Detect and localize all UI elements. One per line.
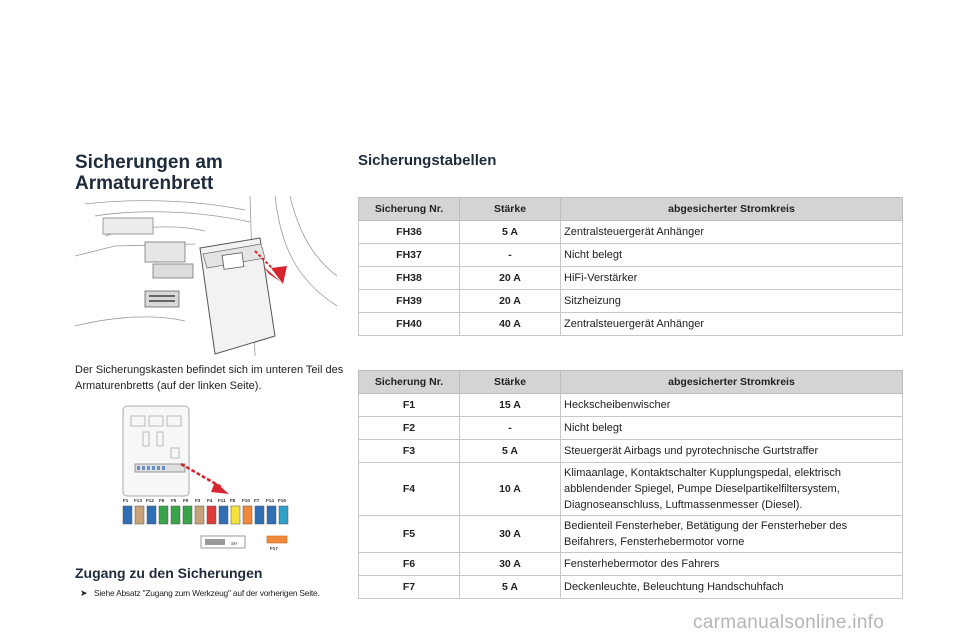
fuse-strip-label-F13: F13	[134, 498, 142, 503]
fuse-strip-label-F9: F9	[183, 498, 189, 503]
fuse-amperage: 15 A	[459, 393, 561, 417]
fuse-number: F5	[358, 515, 460, 553]
fuse-strip-label-F8: F8	[230, 498, 236, 503]
fuse-amperage: 30 A	[459, 552, 561, 576]
fuse-circuit: Zentralsteuergerät Anhänger	[560, 220, 903, 244]
fuse-circuit: Heckscheibenwischer	[560, 393, 903, 417]
fuse-amperage: 20 A	[459, 266, 561, 290]
fuse-number: F4	[358, 462, 460, 516]
table-row: FH40 40 A Zentralsteuergerät Anhänger	[358, 312, 903, 336]
fuse-F3	[194, 505, 205, 525]
table-header-row: Sicherung Nr. Stärke abgesicherter Strom…	[358, 370, 903, 394]
fuse-row	[122, 505, 289, 525]
fuse-strip-label-F16: F16	[278, 498, 286, 503]
fuse-number: FH39	[358, 289, 460, 313]
access-note-text: Siehe Absatz "Zugang zum Werkzeug" auf d…	[94, 588, 320, 598]
fuse-number: FH40	[358, 312, 460, 336]
dashboard-illustration	[75, 196, 337, 356]
fuse-F10	[242, 505, 253, 525]
access-title: Zugang zu den Sicherungen	[75, 565, 263, 581]
fuse-strip-label-F5: F5	[171, 498, 177, 503]
fuse-circuit: Steuergerät Airbags und pyrotechnische G…	[560, 439, 903, 463]
fuse-circuit: Nicht belegt	[560, 416, 903, 440]
watermark: carmanualsonline.info	[693, 612, 885, 633]
fuse-F16	[278, 505, 289, 525]
fuse-box-location-text: Der Sicherungskasten befindet sich im un…	[75, 364, 344, 392]
fuse-strip-label-F4: F4	[207, 498, 213, 503]
fuse-number: FH38	[358, 266, 460, 290]
fuse-number: FH36	[358, 220, 460, 244]
tables-title: Sicherungstabellen	[358, 152, 497, 169]
table-row: F2- Nicht belegt	[358, 416, 903, 440]
fuse-number: FH37	[358, 243, 460, 267]
fuse-F13	[134, 505, 145, 525]
table-header-row: Sicherung Nr. Stärke abgesicherter Strom…	[358, 197, 903, 221]
fuse-number: F6	[358, 552, 460, 576]
fuse-amperage: 10 A	[459, 462, 561, 516]
fuse-amperage: 5 A	[459, 575, 561, 599]
fuse-circuit: HiFi-Verstärker	[560, 266, 903, 290]
fuse-circuit: Bedienteil Fensterheber, Betätigung der …	[560, 515, 903, 553]
table-row: F7 5 A Deckenleuchte, Beleuchtung Handschu…	[358, 575, 903, 599]
fuse-F4	[206, 505, 217, 525]
fuse-F11	[218, 505, 229, 525]
f17-label: F17	[270, 546, 278, 551]
header-circuit: abgesicherter Stromkreis	[560, 197, 903, 221]
fuse-number: F2	[358, 416, 460, 440]
access-note: ➤ Siehe Absatz "Zugang zum Werkzeug" auf …	[80, 588, 350, 599]
arrow-right-icon: ➤	[80, 588, 88, 598]
table-row: F1 15 A Heckscheibenwischer	[358, 393, 903, 417]
fuse-F6	[158, 505, 169, 525]
fuse-amperage: -	[459, 416, 561, 440]
fuse-amperage: 20 A	[459, 289, 561, 313]
fuse-F7	[254, 505, 265, 525]
fuse-amperage: 30 A	[459, 515, 561, 553]
fuse-circuit: Sitzheizung	[560, 289, 903, 313]
fuse-amperage: 5 A	[459, 220, 561, 244]
header-amperage: Stärke	[459, 370, 561, 394]
fuse-strip-label-F1: F1	[123, 498, 129, 503]
sh-label: SH	[231, 541, 237, 546]
table-row: F6 30 A Fensterhebermotor des Fahrers	[358, 552, 903, 576]
table-row: FH38 20 A HiFi-Verstärker	[358, 266, 903, 290]
fuse-strip-label-F11: F11	[218, 498, 226, 503]
fuse-number: F7	[358, 575, 460, 599]
table-row: FH37- Nicht belegt	[358, 243, 903, 267]
fuse-number: F1	[358, 393, 460, 417]
page-title: Sicherungen am Armaturenbrett	[75, 152, 223, 194]
fuse-F8	[230, 505, 241, 525]
fuse-number: F3	[358, 439, 460, 463]
fuse-strip-label-F14: F14	[266, 498, 274, 503]
fuse-circuit: Deckenleuchte, Beleuchtung Handschuhfach	[560, 575, 903, 599]
header-amperage: Stärke	[459, 197, 561, 221]
fuse-F1	[122, 505, 133, 525]
fuse-circuit: Zentralsteuergerät Anhänger	[560, 312, 903, 336]
header-circuit: abgesicherter Stromkreis	[560, 370, 903, 394]
fuse-strip-label-F3: F3	[195, 498, 201, 503]
fuse-circuit: Fensterhebermotor des Fahrers	[560, 552, 903, 576]
fuse-strip-label-F7: F7	[254, 498, 260, 503]
fuse-amperage: 5 A	[459, 439, 561, 463]
fuse-table-f: Sicherung Nr. Stärke abgesicherter Strom…	[358, 370, 903, 599]
table-row: F3 5 A Steuergerät Airbags und pyrotechnis…	[358, 439, 903, 463]
fuse-box-illustration: F1 F13 F12 F6 F5 F9 F3 F4 F11 F8 F10 F7 …	[122, 405, 289, 551]
table-row: F4 10 A Klimaanlage, Kontaktschalter Kuppl…	[358, 462, 903, 516]
header-fuse-nr: Sicherung Nr.	[358, 197, 460, 221]
fuse-amperage: 40 A	[459, 312, 561, 336]
fuse-circuit: Klimaanlage, Kontaktschalter Kupplungspe…	[560, 462, 903, 516]
fuse-strip-label-F10: F10	[242, 498, 250, 503]
table-row: F5 30 A Bedienteil Fensterheber, Betätigun…	[358, 515, 903, 553]
fuse-amperage: -	[459, 243, 561, 267]
fuse-F14	[266, 505, 277, 525]
table-row: FH39 20 A Sitzheizung	[358, 289, 903, 313]
fuse-F5	[170, 505, 181, 525]
fuse-F9	[182, 505, 193, 525]
header-fuse-nr: Sicherung Nr.	[358, 370, 460, 394]
fuse-table-fh: Sicherung Nr. Stärke abgesicherter Strom…	[358, 197, 903, 336]
table-row: FH36 5 A Zentralsteuergerät Anhänger	[358, 220, 903, 244]
fuse-strip-label-F12: F12	[146, 498, 154, 503]
fuse-circuit: Nicht belegt	[560, 243, 903, 267]
fuse-strip-label-F6: F6	[159, 498, 165, 503]
fuse-F12	[146, 505, 157, 525]
